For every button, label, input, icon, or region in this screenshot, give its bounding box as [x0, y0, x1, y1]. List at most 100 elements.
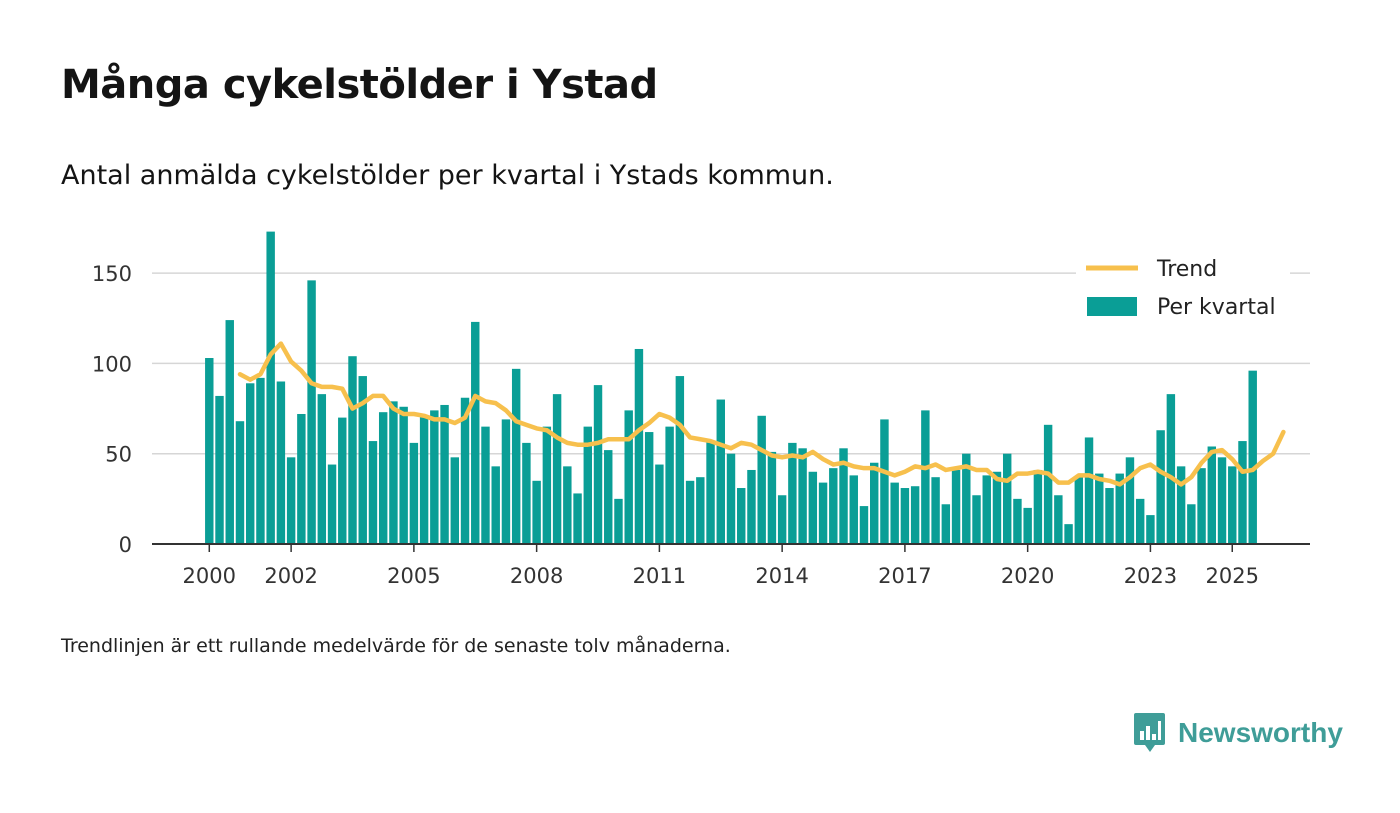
- bar-q83: [1054, 495, 1063, 544]
- y-tick-label-100: 100: [92, 352, 132, 376]
- bar-q27: [481, 426, 490, 544]
- bar-q16: [368, 441, 378, 544]
- bar-q5: [256, 377, 265, 544]
- bar-q79: [1013, 498, 1022, 544]
- x-tick-label-2002: 2002: [264, 564, 317, 588]
- bar-q33: [542, 426, 552, 544]
- bar-q102: [1248, 370, 1257, 544]
- bar-q31: [522, 442, 531, 544]
- x-tick-label-2023: 2023: [1124, 564, 1177, 588]
- bar-q41: [624, 410, 633, 544]
- x-tick-label-2005: 2005: [387, 564, 440, 588]
- footnote: Trendlinjen är ett rullande medelvärde f…: [61, 635, 731, 657]
- bar-q53: [747, 469, 756, 544]
- bar-q44: [655, 464, 664, 544]
- bar-q8: [286, 457, 296, 544]
- bar-q59: [808, 471, 818, 544]
- bar-q11: [317, 394, 327, 544]
- bar-q3: [235, 421, 245, 544]
- bar-q47: [685, 480, 695, 544]
- chart-subtitle: Antal anmälda cykelstölder per kvartal i…: [61, 160, 834, 191]
- bar-q93: [1156, 430, 1165, 544]
- bar-q91: [1135, 498, 1145, 544]
- bar-q94: [1166, 394, 1176, 544]
- bar-q70: [921, 410, 930, 544]
- legend: Trend Per kvartal: [1076, 252, 1290, 326]
- bar-q88: [1105, 488, 1114, 544]
- bar-q2: [225, 320, 234, 544]
- bar-q100: [1228, 466, 1237, 544]
- x-tick-label-2011: 2011: [633, 564, 686, 588]
- bar-q25: [460, 397, 470, 544]
- bar-q32: [532, 480, 541, 544]
- bar-q39: [604, 450, 613, 544]
- bar-q61: [829, 468, 838, 544]
- x-tick-label-2025: 2025: [1206, 564, 1259, 588]
- bar-q66: [880, 419, 889, 544]
- bar-q12: [327, 464, 337, 544]
- bar-q52: [737, 488, 746, 544]
- bar-q72: [941, 504, 951, 544]
- bar-q73: [951, 469, 961, 544]
- axes: 0 50 100 150 2000 2002 2005 2008 2011 2014 2017 202…: [92, 262, 1310, 588]
- x-tick-label-2017: 2017: [878, 564, 931, 588]
- x-tick-label-2008: 2008: [510, 564, 563, 588]
- bar-q57: [788, 442, 797, 544]
- trend-series: [237, 341, 1286, 487]
- chart-title: Många cykelstölder i Ystad: [61, 62, 658, 108]
- bar-q14: [348, 356, 357, 544]
- bar-q30: [511, 368, 521, 544]
- bar-q76: [982, 475, 991, 544]
- bar-q40: [614, 498, 623, 544]
- legend-bars-label: Per kvartal: [1157, 295, 1276, 320]
- bar-q21: [419, 415, 429, 544]
- bar-q67: [890, 482, 899, 544]
- bar-q95: [1176, 466, 1186, 544]
- bar-q28: [491, 466, 500, 544]
- bar-q10: [307, 280, 316, 544]
- newsworthy-logo[interactable]: Newsworthy: [1133, 712, 1343, 754]
- bar-q85: [1074, 477, 1084, 544]
- bar-q18: [389, 401, 398, 544]
- bar-q84: [1064, 524, 1073, 544]
- bar-q71: [931, 477, 940, 544]
- bar-q1: [215, 395, 224, 544]
- bar-q54: [757, 415, 766, 544]
- bar-q101: [1238, 441, 1247, 544]
- x-tick-label-2020: 2020: [1001, 564, 1054, 588]
- bar-q46: [675, 376, 685, 544]
- bar-q86: [1084, 437, 1094, 544]
- bar-q74: [962, 453, 971, 544]
- bar-q48: [696, 477, 705, 544]
- y-tick-label-0: 0: [119, 533, 132, 557]
- bar-q22: [430, 410, 439, 544]
- bar-q15: [358, 376, 367, 544]
- bar-q78: [1002, 453, 1012, 544]
- y-tick-label-150: 150: [92, 262, 132, 286]
- bar-q50: [716, 399, 725, 544]
- bar-q38: [593, 385, 603, 544]
- bar-q23: [440, 404, 449, 544]
- bar-q77: [992, 471, 1002, 544]
- bar-q29: [501, 419, 511, 544]
- bar-q7: [276, 381, 286, 544]
- bar-q64: [859, 506, 869, 544]
- bar-q35: [563, 466, 572, 544]
- bar-q37: [583, 426, 592, 544]
- bar-q90: [1125, 457, 1135, 544]
- bar-q81: [1033, 469, 1043, 544]
- newsworthy-logo-text: Newsworthy: [1178, 717, 1343, 748]
- bar-q24: [450, 457, 460, 544]
- x-tick-label-2000: 2000: [183, 564, 236, 588]
- bar-q36: [573, 493, 582, 544]
- bar-q0: [205, 358, 214, 544]
- bar-q92: [1146, 515, 1155, 544]
- bar-q13: [338, 417, 347, 544]
- bar-q87: [1095, 473, 1104, 544]
- bar-q60: [818, 482, 828, 544]
- bar-q98: [1207, 446, 1217, 544]
- bar-q63: [849, 475, 858, 544]
- bar-q49: [706, 441, 715, 544]
- bar-q34: [552, 394, 562, 544]
